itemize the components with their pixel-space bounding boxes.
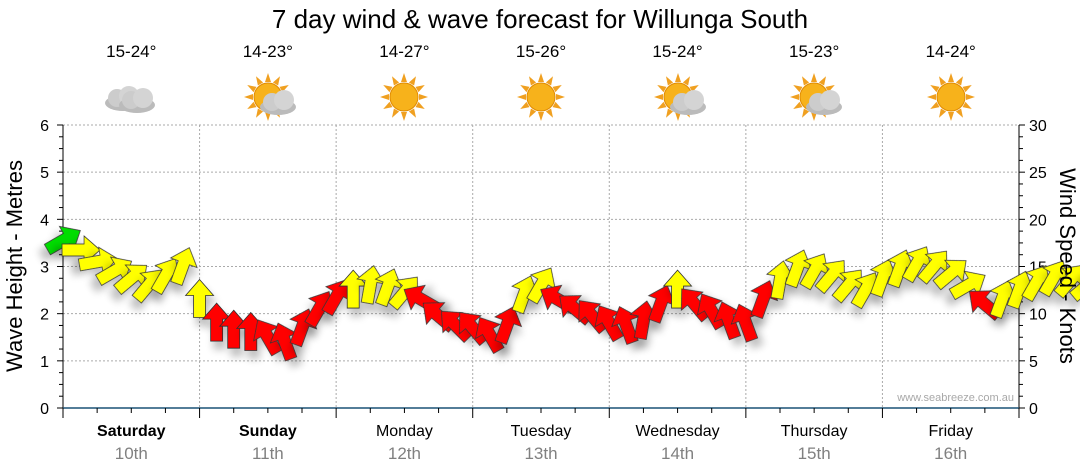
- temperature-range: 14-23°: [242, 42, 293, 61]
- temperature-range: 15-24°: [106, 42, 157, 61]
- day-date: 16th: [934, 444, 967, 463]
- arrow-shape: [611, 306, 640, 345]
- left-tick-label: 3: [40, 260, 49, 277]
- day-date: 10th: [115, 444, 148, 463]
- sunny-icon: [336, 70, 472, 124]
- cloud-icon: [119, 88, 156, 113]
- partly-cloudy-icon: [746, 70, 882, 124]
- left-tick-label: 6: [40, 118, 49, 135]
- day-name: Thursday: [781, 423, 848, 440]
- right-tick-label: 10: [1029, 307, 1047, 324]
- arrow-shape: [680, 288, 712, 323]
- cloud-icon: [806, 90, 843, 115]
- right-axis-title: Wind Speed - Knots: [1055, 168, 1080, 364]
- arrow-shape: [662, 269, 693, 309]
- partly-cloudy-icon: [610, 70, 746, 124]
- left-tick-label: 2: [40, 307, 49, 324]
- day-name: Wednesday: [635, 423, 719, 440]
- wind-wave-arrow: [1069, 271, 1080, 303]
- wind-wave-arrow: [475, 317, 505, 355]
- arrow-shape: [494, 306, 523, 345]
- sunny-icon: [473, 70, 609, 124]
- day-date: 13th: [524, 444, 557, 463]
- cloudy-icon: [63, 70, 199, 124]
- temperature-range: 15-24°: [652, 42, 703, 61]
- wind-wave-arrow: [459, 312, 490, 347]
- wind-wave-arrow: [662, 269, 693, 309]
- wind-wave-arrow: [932, 259, 967, 291]
- day-weather: 15-26°: [473, 42, 609, 124]
- partly-cloudy-icon: [200, 70, 336, 124]
- day-weather: 14-24°: [883, 42, 1019, 124]
- day-date: 11th: [252, 444, 284, 463]
- day-date: 14th: [661, 444, 694, 463]
- arrow-shape: [475, 317, 505, 355]
- sun-icon: [926, 73, 975, 121]
- temperature-range: 14-27°: [379, 42, 430, 61]
- day-name: Friday: [928, 423, 972, 440]
- wind-wave-arrow: [611, 306, 640, 345]
- day-date: 15th: [798, 444, 831, 463]
- day-weather: 15-23°: [746, 42, 882, 124]
- right-tick-label: 5: [1029, 354, 1038, 371]
- sun-icon: [517, 73, 565, 121]
- day-name: Saturday: [97, 423, 166, 440]
- day-name: Tuesday: [511, 423, 572, 440]
- day-weather: 15-24°: [63, 42, 199, 124]
- arrow-shape: [1069, 271, 1080, 303]
- wind-wave-arrow: [814, 260, 845, 295]
- right-tick-label: 30: [1029, 118, 1047, 135]
- day-weather: 15-24°: [610, 42, 746, 124]
- wind-wave-arrow: [184, 278, 215, 318]
- temperature-range: 15-23°: [789, 42, 840, 61]
- left-tick-label: 0: [40, 401, 49, 418]
- day-weather: 14-23°: [200, 42, 336, 124]
- day-name: Sunday: [239, 423, 297, 440]
- left-tick-label: 5: [40, 165, 49, 182]
- day-weather: 14-27°: [336, 42, 472, 124]
- arrow-shape: [750, 280, 779, 319]
- arrow-shape: [169, 247, 198, 286]
- arrow-shape: [814, 260, 845, 295]
- wind-wave-arrow: [169, 247, 198, 286]
- right-tick-label: 25: [1029, 165, 1047, 182]
- wind-wave-arrow: [1053, 264, 1080, 299]
- right-tick-label: 20: [1029, 212, 1047, 229]
- left-tick-label: 4: [40, 212, 49, 229]
- arrow-shape: [184, 278, 215, 318]
- wind-wave-arrow: [680, 288, 712, 323]
- cloud-icon: [259, 90, 296, 115]
- arrow-shape: [459, 312, 490, 347]
- sun-icon: [380, 73, 429, 121]
- arrow-shape: [1053, 264, 1080, 299]
- left-tick-label: 1: [40, 354, 49, 371]
- left-axis-title: Wave Height - Metres: [2, 160, 27, 372]
- wind-wave-arrow: [494, 306, 523, 345]
- sunny-icon: [883, 70, 1019, 124]
- watermark: www.seabreeze.com.au: [896, 392, 1014, 404]
- arrow-shape: [578, 300, 609, 335]
- day-name: Monday: [376, 423, 433, 440]
- arrow-shape: [932, 259, 967, 291]
- temperature-range: 14-24°: [925, 42, 976, 61]
- wind-wave-arrow: [697, 293, 727, 331]
- cloud-icon: [669, 90, 706, 115]
- right-tick-label: 0: [1029, 401, 1038, 418]
- wind-wave-arrow: [750, 280, 779, 319]
- day-date: 12th: [388, 444, 421, 463]
- arrow-shape: [697, 293, 727, 331]
- temperature-range: 15-26°: [515, 42, 567, 61]
- chart-title: 7 day wind & wave forecast for Willunga …: [271, 4, 809, 34]
- wind-wave-arrow: [578, 300, 609, 335]
